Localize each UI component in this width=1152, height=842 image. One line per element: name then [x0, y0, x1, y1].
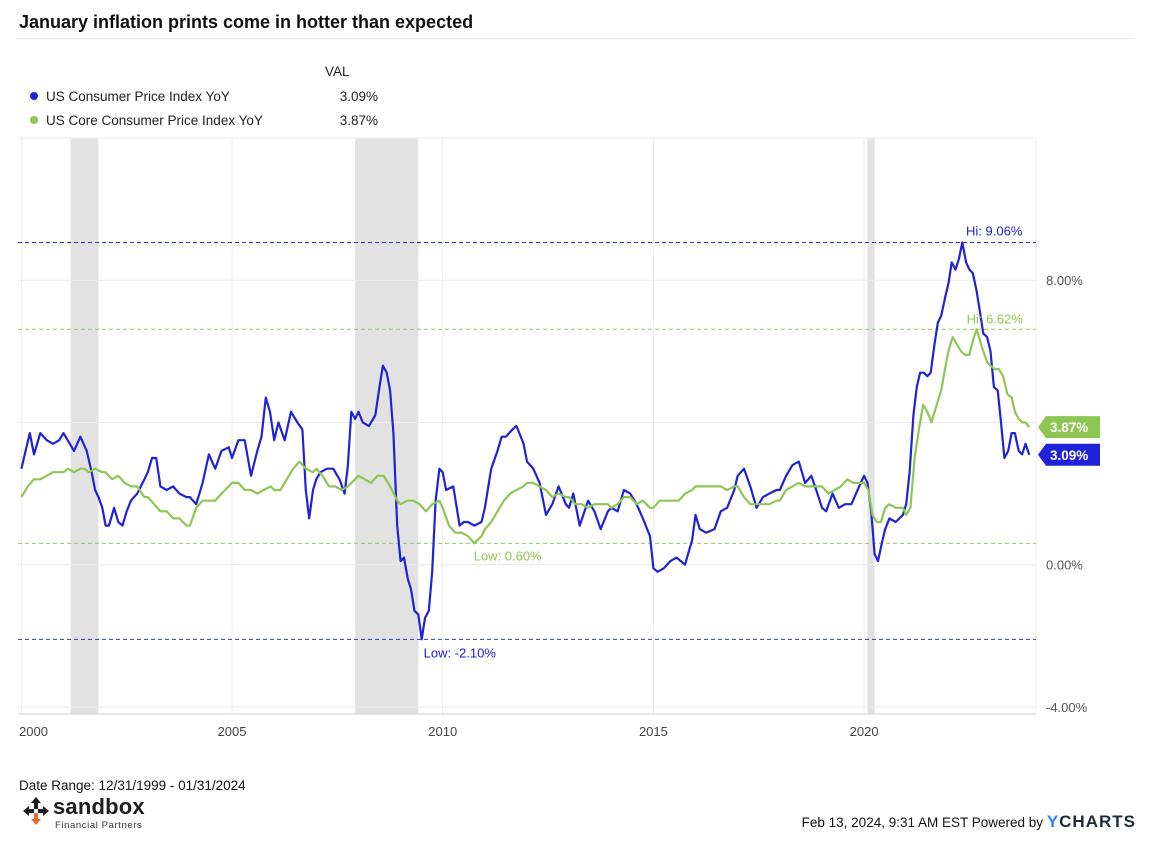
recession-band	[70, 138, 99, 714]
legend-row-cpi[interactable]: US Consumer Price Index YoY	[30, 89, 230, 104]
logo-wordmark: sandbox	[53, 794, 145, 819]
legend-row-core[interactable]: US Core Consumer Price Index YoY	[30, 113, 263, 128]
last-value-text-cpi: 3.09%	[1050, 448, 1088, 463]
series-line-core	[20, 328, 1031, 545]
chart-title: January inflation prints come in hotter …	[19, 12, 474, 32]
ycharts-y-mark: Y	[1046, 812, 1060, 831]
series-0-hi-label: Hi: 9.06%	[966, 224, 1023, 239]
x-tick-label: 2005	[218, 724, 247, 739]
timestamp: Feb 13, 2024, 9:31 AM EST Powered by	[801, 815, 1044, 830]
x-tick-label: 2010	[428, 724, 457, 739]
series-1-hi-label: Hi: 6.62%	[967, 311, 1024, 326]
logo-tagline: Financial Partners	[55, 820, 143, 831]
recession-band	[867, 138, 875, 714]
series-0-low-label: Low: -2.10%	[424, 645, 497, 660]
sandbox-arrows-icon	[23, 797, 49, 825]
legend-cpi-value: 3.09%	[339, 89, 378, 104]
legend-cpi-name: US Consumer Price Index YoY	[46, 89, 230, 104]
powered-by: Feb 13, 2024, 9:31 AM EST Powered by YCH…	[802, 812, 1136, 832]
x-tick-label: 2000	[19, 724, 48, 739]
x-tick-label: 2020	[850, 724, 879, 739]
last-value-tag-cpi	[1038, 443, 1100, 466]
x-tick-label: 2015	[639, 724, 668, 739]
last-value-tag-core	[1038, 416, 1100, 439]
legend-core-dot	[30, 116, 38, 124]
title-divider	[16, 38, 1134, 39]
legend-core-value: 3.87%	[339, 113, 378, 128]
sandbox-logo: sandbox Financial Partners	[22, 794, 145, 831]
legend-core-name: US Core Consumer Price Index YoY	[46, 113, 263, 128]
y-tick-label: 8.00%	[1046, 273, 1083, 288]
series-1-low-label: Low: 0.60%	[474, 548, 542, 563]
ycharts-brand[interactable]: YCHARTS	[1047, 812, 1136, 831]
last-value-text-core: 3.87%	[1050, 420, 1088, 435]
recession-band	[355, 138, 419, 714]
y-tick-label: 0.00%	[1046, 558, 1083, 573]
legend-header: VAL	[325, 64, 350, 79]
y-tick-label: -4.00%	[1046, 700, 1088, 715]
series-line-cpi	[20, 241, 1031, 641]
date-range: Date Range: 12/31/1999 - 01/31/2024	[19, 778, 246, 793]
ycharts-wordmark: CHARTS	[1059, 812, 1136, 831]
legend-cpi-dot	[30, 92, 38, 100]
